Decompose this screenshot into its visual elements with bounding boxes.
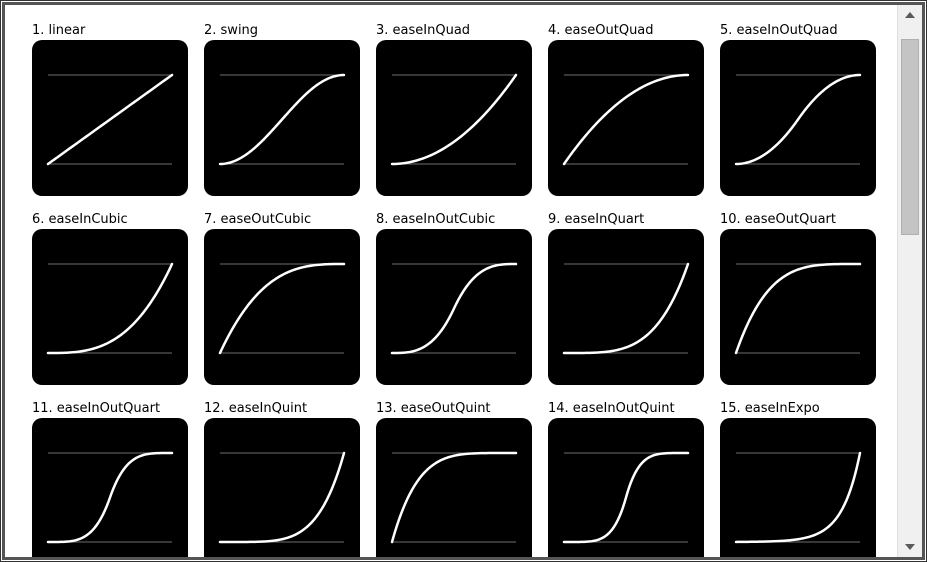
easing-curve bbox=[390, 451, 518, 544]
easing-label: 10. easeOutQuart bbox=[720, 212, 836, 227]
easing-curve-plot bbox=[218, 451, 346, 544]
easing-label: 8. easeInOutCubic bbox=[376, 212, 496, 227]
easing-curve-plot bbox=[734, 73, 862, 166]
easing-label: 4. easeOutQuad bbox=[548, 23, 654, 38]
easing-label: 5. easeInOutQuad bbox=[720, 23, 838, 38]
easing-curve-plot bbox=[390, 73, 518, 166]
easing-graph bbox=[376, 40, 532, 196]
easing-graph bbox=[204, 40, 360, 196]
easing-graph bbox=[720, 229, 876, 385]
easing-graph bbox=[32, 229, 188, 385]
vertical-scrollbar[interactable] bbox=[897, 5, 922, 557]
easing-curve bbox=[46, 73, 174, 166]
easing-label: 2. swing bbox=[204, 23, 259, 38]
easing-curve-plot bbox=[218, 262, 346, 355]
easing-curve bbox=[218, 73, 346, 166]
easing-curve bbox=[734, 262, 862, 355]
easing-label: 3. easeInQuad bbox=[376, 23, 471, 38]
easing-graph bbox=[548, 40, 704, 196]
easing-curve-plot bbox=[562, 451, 690, 544]
easing-label: 1. linear bbox=[32, 23, 86, 38]
easing-graph bbox=[548, 418, 704, 557]
scrollbar-thumb[interactable] bbox=[901, 39, 919, 235]
easing-label: 9. easeInQuart bbox=[548, 212, 645, 227]
easing-label: 15. easeInExpo bbox=[720, 401, 820, 416]
easing-graph bbox=[32, 40, 188, 196]
easing-graph bbox=[720, 418, 876, 557]
easing-graph bbox=[548, 229, 704, 385]
easing-curve bbox=[390, 73, 518, 166]
easing-curve-plot bbox=[734, 451, 862, 544]
easing-label: 6. easeInCubic bbox=[32, 212, 128, 227]
easing-curve-plot bbox=[390, 451, 518, 544]
easing-label: 7. easeOutCubic bbox=[204, 212, 312, 227]
easing-curve bbox=[734, 73, 862, 166]
easing-label: 14. easeInOutQuint bbox=[548, 401, 675, 416]
easing-graph bbox=[204, 229, 360, 385]
easing-curve bbox=[562, 262, 690, 355]
easing-graph bbox=[204, 418, 360, 557]
easing-curve bbox=[218, 262, 346, 355]
easing-graph bbox=[720, 40, 876, 196]
easing-curve bbox=[390, 262, 518, 355]
easing-curve bbox=[562, 451, 690, 544]
easing-label: 11. easeInOutQuart bbox=[32, 401, 161, 416]
easing-curve bbox=[562, 73, 690, 166]
easing-curve bbox=[734, 451, 862, 544]
easing-curve-plot bbox=[562, 73, 690, 166]
easing-label: 12. easeInQuint bbox=[204, 401, 308, 416]
easing-curve bbox=[218, 451, 346, 544]
easing-graph bbox=[376, 418, 532, 557]
easing-graph bbox=[32, 418, 188, 557]
easing-curve-plot bbox=[562, 262, 690, 355]
easing-curve-plot bbox=[46, 451, 174, 544]
easing-curve-plot bbox=[218, 73, 346, 166]
easing-label: 13. easeOutQuint bbox=[376, 401, 491, 416]
easing-curve-plot bbox=[390, 262, 518, 355]
easing-curve bbox=[46, 451, 174, 544]
easing-curve-plot bbox=[46, 73, 174, 166]
easing-grid: 1. linear 2. swing 3. easeInQuad 4. easeOut… bbox=[5, 5, 897, 557]
scroll-up-button[interactable] bbox=[898, 5, 922, 25]
easing-curve bbox=[46, 262, 174, 355]
easing-graph bbox=[376, 229, 532, 385]
triangle-down-icon bbox=[905, 544, 915, 550]
triangle-up-icon bbox=[905, 12, 915, 18]
scroll-down-button[interactable] bbox=[898, 537, 922, 557]
easing-curve-plot bbox=[734, 262, 862, 355]
easing-curve-plot bbox=[46, 262, 174, 355]
